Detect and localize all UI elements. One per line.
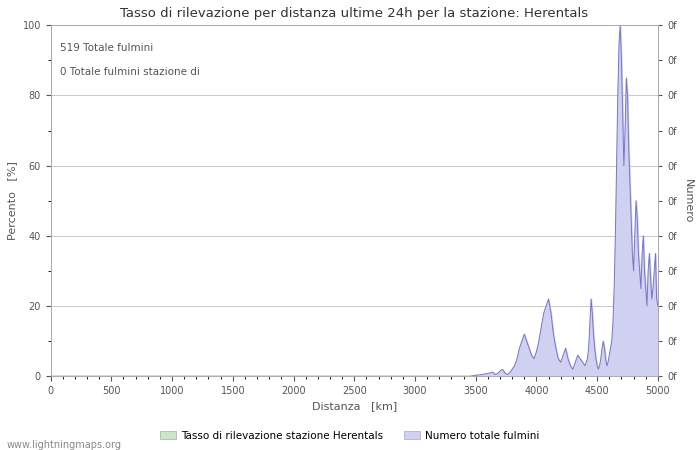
- Title: Tasso di rilevazione per distanza ultime 24h per la stazione: Herentals: Tasso di rilevazione per distanza ultime…: [120, 7, 588, 20]
- Legend: Tasso di rilevazione stazione Herentals, Numero totale fulmini: Tasso di rilevazione stazione Herentals,…: [156, 427, 544, 445]
- X-axis label: Distanza   [km]: Distanza [km]: [312, 401, 397, 412]
- Text: 0 Totale fulmini stazione di: 0 Totale fulmini stazione di: [60, 68, 199, 77]
- Y-axis label: Numero: Numero: [683, 179, 693, 223]
- Text: www.lightningmaps.org: www.lightningmaps.org: [7, 440, 122, 450]
- Y-axis label: Percento   [%]: Percento [%]: [7, 162, 17, 240]
- Text: 519 Totale fulmini: 519 Totale fulmini: [60, 43, 153, 53]
